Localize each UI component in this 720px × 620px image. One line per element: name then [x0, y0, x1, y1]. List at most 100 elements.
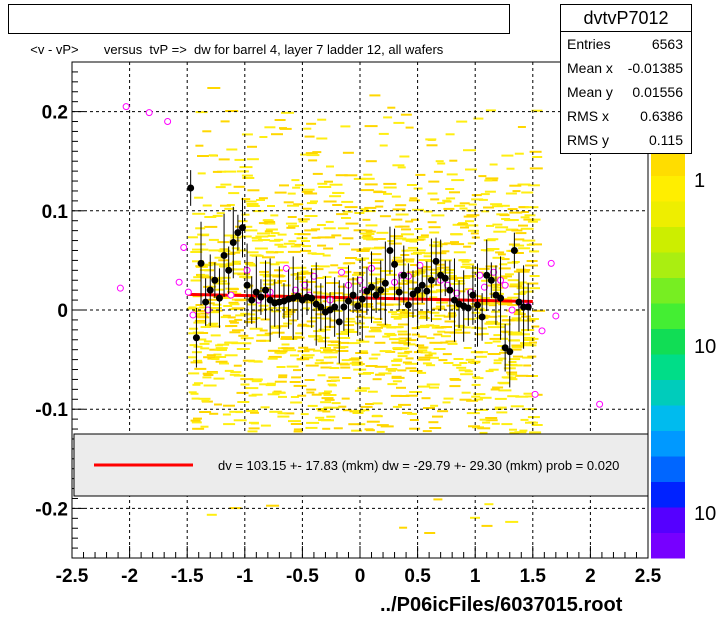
profile-point [354, 302, 362, 310]
density-cell [284, 310, 296, 313]
density-cell [511, 317, 522, 320]
density-cell [433, 498, 443, 501]
density-cell [431, 214, 445, 217]
density-cell [525, 395, 536, 398]
density-cell [375, 205, 384, 208]
density-cell [418, 346, 428, 349]
density-cell [424, 354, 433, 357]
open-marker [552, 312, 560, 320]
density-cell [518, 206, 529, 209]
density-cell [195, 144, 204, 147]
density-cell [520, 418, 529, 421]
density-cell [202, 204, 212, 207]
density-cell [355, 352, 369, 354]
density-cell [367, 390, 378, 393]
density-cell [308, 159, 318, 162]
density-cell [467, 242, 476, 245]
density-cell [342, 409, 352, 412]
colorbar: 1 10 10 [651, 150, 716, 559]
density-cell [332, 204, 343, 206]
density-cell [235, 314, 245, 317]
profile-point [358, 295, 366, 303]
density-cell [226, 148, 238, 151]
density-cell [452, 364, 462, 367]
density-cell [512, 333, 524, 336]
density-cell [247, 430, 258, 433]
density-cell [438, 266, 450, 269]
density-cell [304, 229, 318, 232]
density-cell [225, 110, 239, 112]
density-cell [485, 302, 499, 305]
density-cell [515, 309, 524, 311]
density-cell [463, 245, 472, 248]
profile-point [372, 291, 380, 299]
density-cell [288, 420, 301, 423]
density-cell [527, 416, 540, 419]
data-marks [116, 103, 604, 408]
density-cell [480, 193, 490, 196]
density-cell [304, 135, 315, 138]
density-cell [415, 295, 425, 298]
density-cell [215, 347, 228, 350]
density-cell [320, 366, 332, 369]
density-cell [454, 324, 465, 327]
density-cell [324, 398, 335, 401]
density-cell [202, 372, 212, 375]
density-cell [294, 243, 305, 246]
density-cell [361, 236, 374, 239]
profile-point [363, 287, 371, 295]
density-cell [328, 271, 342, 274]
density-cell [522, 239, 536, 242]
density-cell [365, 303, 374, 305]
density-cell [497, 326, 506, 329]
density-cell [422, 430, 432, 433]
density-cell [311, 393, 322, 396]
density-cell [449, 385, 461, 388]
density-cell [513, 355, 523, 358]
density-cell [523, 392, 535, 395]
density-cell [376, 424, 389, 427]
density-cell [292, 186, 301, 189]
density-cell [246, 205, 260, 207]
colorbar-label: 10 [694, 336, 716, 358]
profile-point [501, 344, 509, 352]
stats-row-entries: Entries 6563 [561, 32, 691, 56]
density-cell [241, 174, 253, 177]
density-cell [317, 182, 328, 185]
density-cell [323, 247, 334, 250]
density-cell [305, 152, 318, 155]
density-cell [369, 94, 381, 97]
density-cell [484, 179, 493, 182]
density-cell [301, 190, 313, 193]
density-cell [400, 254, 410, 256]
density-cell [436, 301, 449, 304]
density-cell [188, 391, 197, 394]
open-marker [480, 283, 488, 291]
density-cell [324, 180, 333, 183]
density-cell [383, 116, 393, 119]
density-cell [306, 154, 320, 157]
density-cell [371, 247, 383, 250]
density-cell [445, 188, 455, 190]
density-cell [217, 343, 230, 346]
density-cell [273, 390, 282, 393]
density-cell [502, 297, 512, 300]
density-cell [471, 311, 481, 314]
density-cell [244, 261, 254, 264]
colorbar-segment [651, 430, 685, 457]
stats-row-mean-y: Mean y 0.01556 [561, 80, 691, 104]
density-cell [529, 243, 542, 246]
colorbar-segment [651, 277, 685, 304]
open-marker [145, 109, 153, 117]
density-cell [390, 326, 404, 329]
colorbar-segment [651, 252, 685, 278]
density-cell [289, 381, 301, 383]
density-cell [240, 337, 254, 340]
density-cell [429, 296, 438, 299]
density-cell [470, 362, 479, 364]
density-cell [457, 290, 466, 293]
density-cell [200, 263, 209, 266]
density-cell [431, 324, 440, 327]
density-cell [326, 282, 340, 284]
density-cell [199, 411, 212, 413]
